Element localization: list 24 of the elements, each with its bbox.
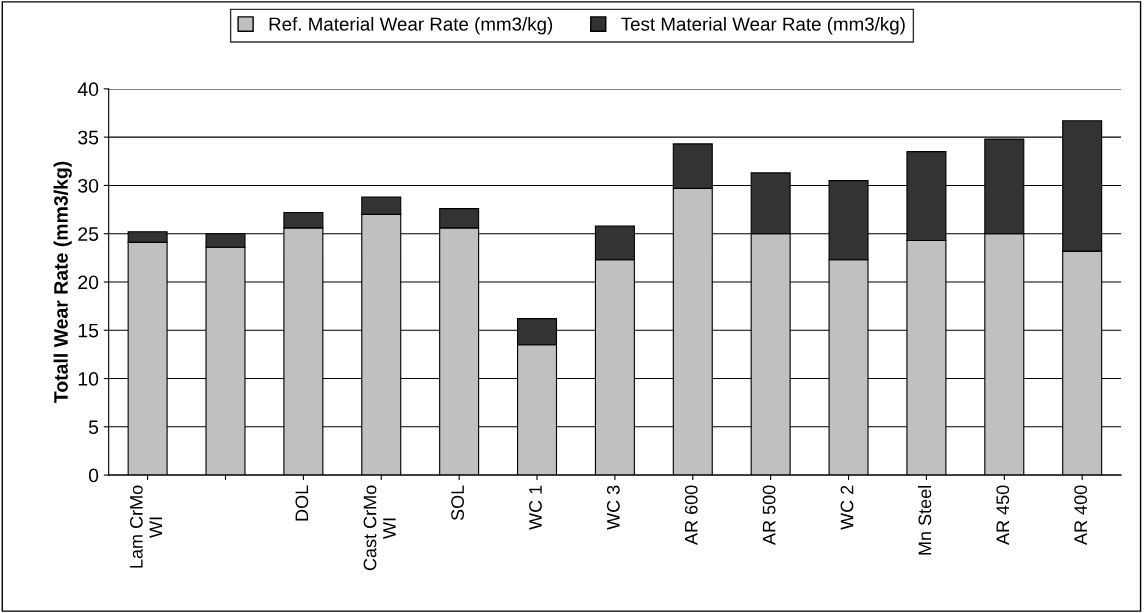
legend-label: Ref. Material Wear Rate (mm3/kg) bbox=[269, 16, 553, 35]
x-tick-label: AR 450 bbox=[996, 485, 1010, 545]
x-tick-label: Lam CrMo WI bbox=[129, 485, 163, 568]
y-tick-label: 20 bbox=[78, 275, 99, 290]
y-tick-label: 40 bbox=[77, 82, 99, 97]
x-tick-label: WC 2 bbox=[840, 485, 854, 530]
x-tick-label: SOL bbox=[451, 485, 464, 521]
x-tick-label: Mn Steel bbox=[918, 486, 932, 555]
y-tick-label: 30 bbox=[78, 178, 99, 193]
x-tick-label: AR 600 bbox=[684, 485, 698, 545]
y-tick-label: 35 bbox=[78, 130, 99, 145]
x-tick-label: AR 500 bbox=[762, 485, 776, 545]
y-tick-label: 25 bbox=[78, 227, 99, 241]
y-axis-title: Totall Wear Rate (mm3/kg) bbox=[53, 161, 72, 403]
x-tick-label: WC 3 bbox=[606, 485, 620, 530]
y-tick-label: 5 bbox=[88, 420, 99, 435]
x-tick-label: DOL bbox=[295, 485, 309, 521]
legend-label: Test Material Wear Rate (mm3/kg) bbox=[621, 16, 905, 35]
x-tick-label: AR 400 bbox=[1074, 485, 1088, 545]
y-tick-label: 15 bbox=[78, 323, 99, 338]
x-tick-label: Cast CrMo WI bbox=[363, 485, 396, 571]
x-tick-label: WC 1 bbox=[529, 485, 542, 530]
y-tick-label: 10 bbox=[78, 372, 99, 386]
y-tick-label: 0 bbox=[88, 468, 99, 483]
